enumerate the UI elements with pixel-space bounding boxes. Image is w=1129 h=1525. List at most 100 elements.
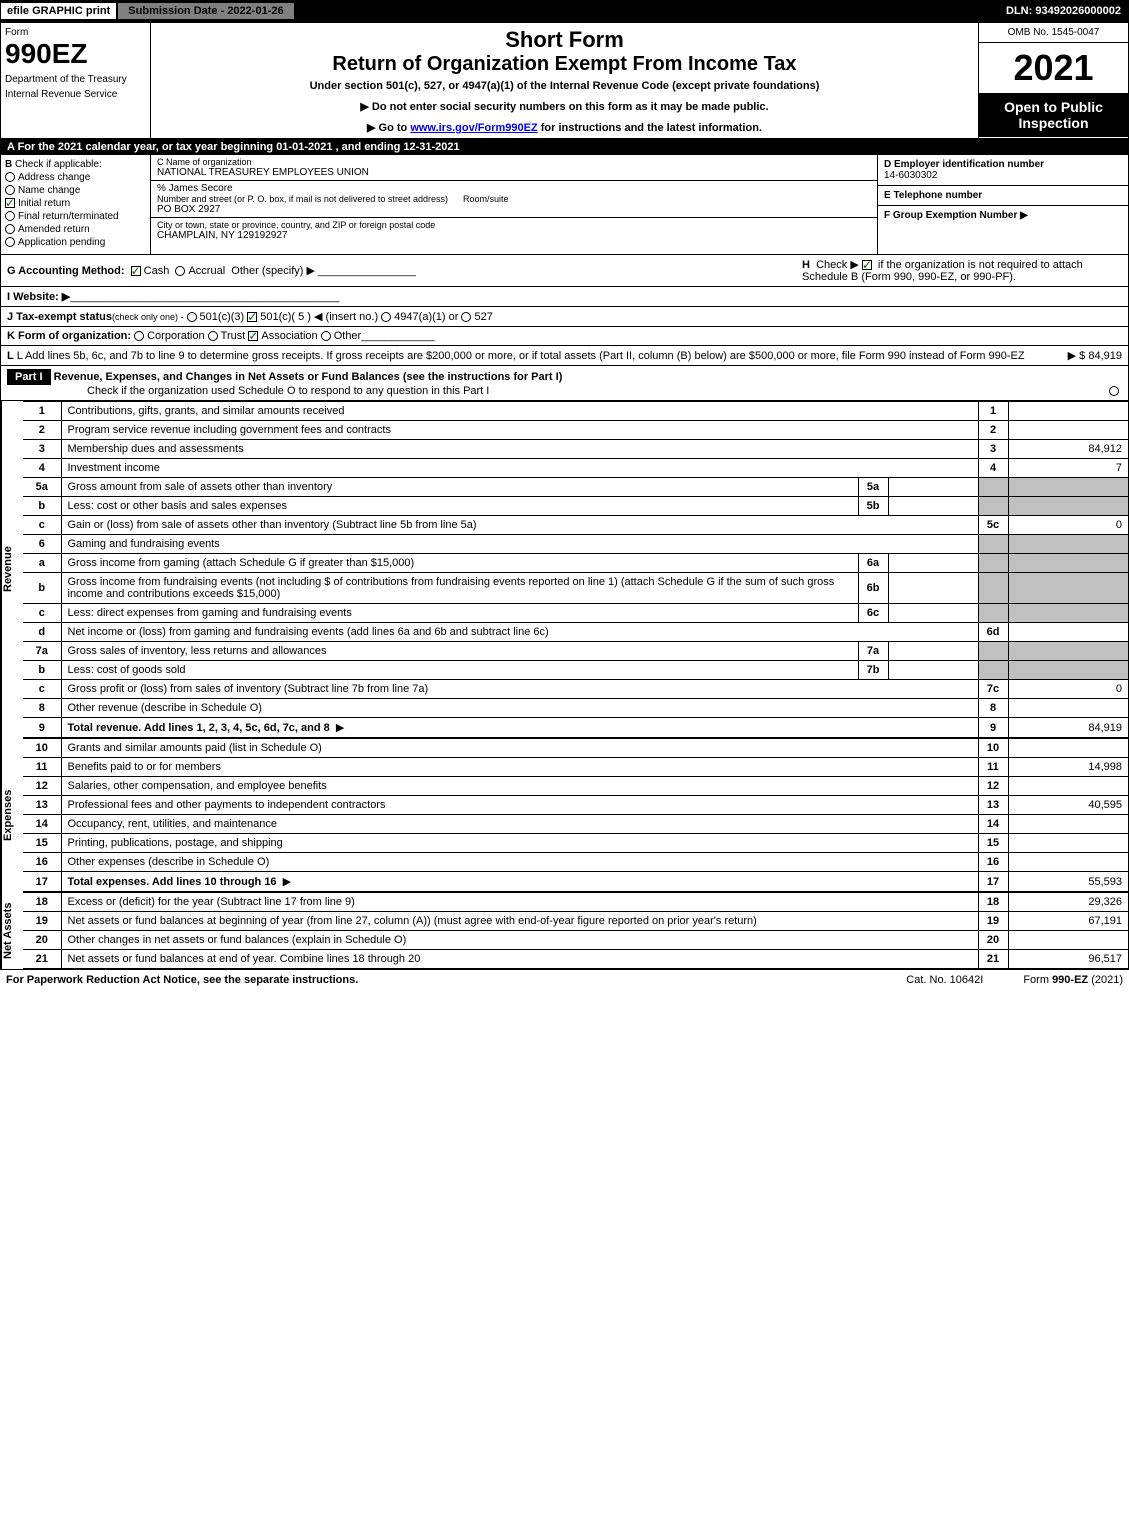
line6c-sub: 6c xyxy=(858,604,888,623)
line12-amt xyxy=(1008,777,1128,796)
line5c-amt: 0 xyxy=(1008,516,1128,535)
check-association[interactable] xyxy=(248,331,258,341)
irs-link[interactable]: www.irs.gov/Form990EZ xyxy=(410,122,537,134)
check-527[interactable] xyxy=(461,312,471,322)
revenue-table: 1Contributions, gifts, grants, and simil… xyxy=(23,401,1128,738)
line3-desc: Membership dues and assessments xyxy=(68,443,244,455)
page-footer: For Paperwork Reduction Act Notice, see … xyxy=(0,970,1129,990)
line15-r: 15 xyxy=(978,834,1008,853)
check-trust[interactable] xyxy=(208,331,218,341)
line8-no: 8 xyxy=(23,699,61,718)
line20-amt xyxy=(1008,931,1128,950)
h-check-text: Check ▶ xyxy=(816,259,859,271)
addr-label: Number and street (or P. O. box, if mail… xyxy=(157,194,448,204)
check-final-return[interactable]: Final return/terminated xyxy=(5,211,146,222)
header-right: OMB No. 1545-0047 2021 Open to Public In… xyxy=(978,23,1128,138)
open-to-public: Open to Public Inspection xyxy=(979,93,1128,137)
city-state-zip: CHAMPLAIN, NY 129192927 xyxy=(157,230,871,241)
check-501c[interactable] xyxy=(247,312,257,322)
part1-label: Part I xyxy=(7,369,51,385)
line13-r: 13 xyxy=(978,796,1008,815)
line6c-subval xyxy=(888,604,978,623)
check-initial-return[interactable]: Initial return xyxy=(5,198,146,209)
l-text: L Add lines 5b, 6c, and 7b to line 9 to … xyxy=(17,350,1025,362)
line16-r: 16 xyxy=(978,853,1008,872)
check-4947[interactable] xyxy=(381,312,391,322)
line-a: A For the 2021 calendar year, or tax yea… xyxy=(1,139,1128,155)
line21-r: 21 xyxy=(978,950,1008,969)
line6d-desc: Net income or (loss) from gaming and fun… xyxy=(68,626,549,638)
netassets-vert-label: Net Assets xyxy=(1,892,23,969)
line6a-no: a xyxy=(23,554,61,573)
form-header: Form 990EZ Department of the Treasury In… xyxy=(1,23,1128,139)
goto-link-row: ▶ Go to www.irs.gov/Form990EZ for instru… xyxy=(155,121,974,134)
tax-year: 2021 xyxy=(979,43,1128,93)
line14-r: 14 xyxy=(978,815,1008,834)
line-k: K Form of organization: Corporation Trus… xyxy=(1,327,1128,346)
line8-amt xyxy=(1008,699,1128,718)
check-accrual[interactable] xyxy=(175,266,185,276)
footer-left: For Paperwork Reduction Act Notice, see … xyxy=(6,974,358,986)
line6c-desc: Less: direct expenses from gaming and fu… xyxy=(68,607,352,619)
corp-label: Corporation xyxy=(147,330,204,342)
check-name-change[interactable]: Name change xyxy=(5,185,146,196)
line16-no: 16 xyxy=(23,853,61,872)
check-amended-return[interactable]: Amended return xyxy=(5,224,146,235)
line10-r: 10 xyxy=(978,739,1008,758)
line1-no: 1 xyxy=(23,402,61,421)
line-l: L L Add lines 5b, 6c, and 7b to line 9 t… xyxy=(1,346,1128,366)
submission-date: Submission Date - 2022-01-26 xyxy=(117,2,294,20)
line5b-no: b xyxy=(23,497,61,516)
line12-no: 12 xyxy=(23,777,61,796)
part1-header-row: Part I Revenue, Expenses, and Changes in… xyxy=(1,366,1128,401)
check-address-change[interactable]: Address change xyxy=(5,172,146,183)
ein-value: 14-6030302 xyxy=(884,170,1122,181)
check-cash[interactable] xyxy=(131,266,141,276)
e-label: E Telephone number xyxy=(884,190,1122,201)
line13-amt: 40,595 xyxy=(1008,796,1128,815)
line1-r: 1 xyxy=(978,402,1008,421)
line11-no: 11 xyxy=(23,758,61,777)
line2-no: 2 xyxy=(23,421,61,440)
j-prefix: J Tax-exempt status xyxy=(7,311,112,323)
line15-no: 15 xyxy=(23,834,61,853)
check-other-org[interactable] xyxy=(321,331,331,341)
netassets-section: Net Assets 18Excess or (deficit) for the… xyxy=(1,892,1128,969)
warning-ssn: ▶ Do not enter social security numbers o… xyxy=(155,100,974,113)
501c-label: 501(c)( 5 ) ◀ (insert no.) xyxy=(260,310,378,323)
revenue-vert-label: Revenue xyxy=(1,401,23,738)
check-corporation[interactable] xyxy=(134,331,144,341)
line18-amt: 29,326 xyxy=(1008,893,1128,912)
other-label: Other (specify) ▶ xyxy=(231,265,315,277)
line19-desc: Net assets or fund balances at beginning… xyxy=(68,915,757,927)
line6b-subval xyxy=(888,573,978,604)
dln: DLN: 93492026000002 xyxy=(998,3,1129,19)
line12-r: 12 xyxy=(978,777,1008,796)
line2-desc: Program service revenue including govern… xyxy=(68,424,391,436)
line13-no: 13 xyxy=(23,796,61,815)
efile-print[interactable]: efile GRAPHIC print xyxy=(0,2,117,20)
line7c-r: 7c xyxy=(978,680,1008,699)
h-prefix: H xyxy=(802,259,810,271)
check-schedule-o[interactable] xyxy=(1109,386,1119,396)
check-501c3[interactable] xyxy=(187,312,197,322)
line6a-desc: Gross income from gaming (attach Schedul… xyxy=(68,557,415,569)
footer-cat: Cat. No. 10642I xyxy=(906,974,983,986)
line18-no: 18 xyxy=(23,893,61,912)
line9-amt: 84,919 xyxy=(1008,718,1128,738)
line4-desc: Investment income xyxy=(68,462,160,474)
line6b-desc: Gross income from fundraising events (no… xyxy=(68,576,835,600)
dept-treasury: Department of the Treasury xyxy=(5,74,146,85)
527-label: 527 xyxy=(474,311,492,323)
line3-r: 3 xyxy=(978,440,1008,459)
line7b-sub: 7b xyxy=(858,661,888,680)
room-label: Room/suite xyxy=(463,194,509,204)
line7b-subval xyxy=(888,661,978,680)
check-schedule-b[interactable] xyxy=(862,260,872,270)
line15-desc: Printing, publications, postage, and shi… xyxy=(68,837,283,849)
line17-no: 17 xyxy=(23,872,61,892)
line17-amt: 55,593 xyxy=(1008,872,1128,892)
line5a-subval xyxy=(888,478,978,497)
check-application-pending[interactable]: Application pending xyxy=(5,237,146,248)
line14-no: 14 xyxy=(23,815,61,834)
